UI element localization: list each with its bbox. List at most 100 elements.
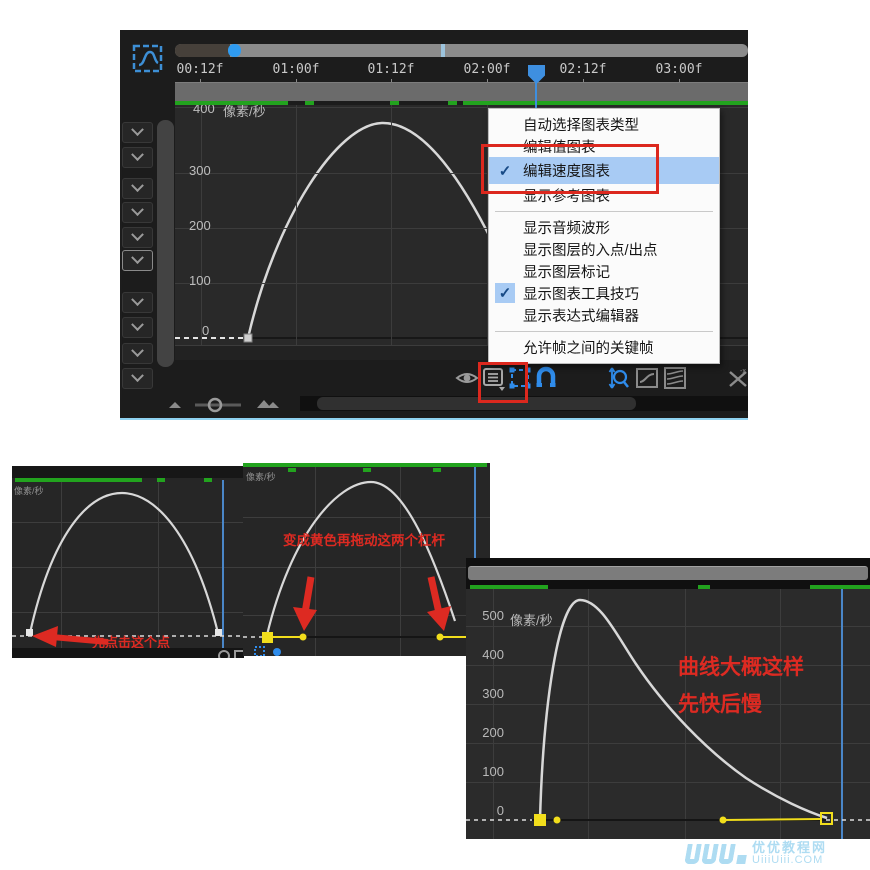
layer-expander-chevron[interactable]	[122, 292, 153, 313]
gridline	[175, 107, 748, 108]
graph-editor-icon[interactable]	[131, 41, 165, 75]
red-arrow-down-left	[293, 576, 317, 631]
gridline	[243, 517, 490, 518]
y-axis-unit: 像素/秒	[510, 613, 553, 628]
layer-expander-chevron[interactable]	[122, 343, 153, 364]
vertical-scrollbar[interactable]	[157, 120, 174, 367]
layer-expander-chevron[interactable]	[122, 122, 153, 143]
chevron-down-icon	[131, 148, 144, 162]
all-graphs-icon[interactable]	[663, 366, 687, 390]
time-label[interactable]: 02:00f	[463, 62, 511, 77]
horizontal-scrollbar-thumb[interactable]	[317, 397, 636, 410]
graph-editor-panel: 00:12f 01:00f 01:12f 02:00f 02:12f 03:00…	[120, 30, 750, 420]
time-label[interactable]: 02:12f	[559, 62, 607, 77]
zoom-slider-knob[interactable]	[207, 397, 223, 413]
layer-expander-chevron[interactable]	[122, 227, 153, 248]
eye-icon[interactable]	[455, 366, 479, 390]
navigator-band[interactable]	[468, 566, 868, 580]
transform-box-icon[interactable]	[508, 366, 532, 390]
y-axis-label: 0	[496, 803, 504, 818]
layer-expander-chevron[interactable]	[122, 317, 153, 338]
separate-dimensions-icon[interactable]: -x	[726, 366, 750, 390]
chevron-down-icon	[131, 293, 144, 307]
gridline	[400, 467, 401, 656]
menu-item-show-graph-tooltips[interactable]: ✓ 显示图表工具技巧	[489, 282, 719, 304]
green-segment	[305, 101, 314, 105]
y-axis-label: 500	[482, 608, 504, 623]
svg-text:-x: -x	[740, 368, 746, 375]
y-axis-unit: 像素/秒	[14, 486, 44, 496]
gridline	[493, 589, 494, 839]
y-axis-label: 100	[189, 273, 211, 288]
snap-magnet-icon[interactable]	[534, 366, 558, 390]
keyframe-marker-outline[interactable]	[820, 812, 833, 825]
menu-item-edit-value-graph[interactable]: 编辑值图表	[523, 139, 596, 156]
gridline	[466, 626, 870, 627]
menu-item-show-expression-editor[interactable]: 显示表达式编辑器	[523, 308, 639, 325]
layer-expander-chevron[interactable]	[122, 202, 153, 223]
bezier-handle[interactable]	[436, 633, 444, 641]
keyframe-marker-selected[interactable]	[534, 814, 546, 826]
menu-item-edit-speed-graph[interactable]: ✓ 编辑速度图表	[489, 157, 719, 184]
keyframe-marker[interactable]	[26, 629, 33, 636]
menu-item-allow-keyframes-between-frames[interactable]: 允许帧之间的关键帧	[523, 340, 654, 357]
navigator-band[interactable]	[175, 82, 748, 101]
graph-type-menu-icon[interactable]	[481, 366, 505, 391]
chevron-down-icon	[131, 228, 144, 242]
time-label[interactable]: 03:00f	[655, 62, 703, 77]
shot-footer-icons	[254, 646, 281, 656]
time-label[interactable]: 00:12f	[176, 62, 224, 77]
screenshot-step3: 500 像素/秒 400 300 200 100 0 曲线大概这样 先快后慢	[466, 558, 870, 839]
menu-item-show-audio-waveform[interactable]: 显示音频波形	[523, 220, 610, 237]
auto-zoom-graph-icon[interactable]	[607, 366, 631, 390]
keyframe-marker[interactable]	[243, 333, 253, 343]
horizontal-scrollbar[interactable]	[300, 396, 748, 411]
menu-item-auto-select-graph-type[interactable]: 自动选择图表类型	[523, 117, 639, 134]
playhead-marker[interactable]	[528, 65, 545, 84]
gridline	[243, 615, 490, 616]
gridline	[175, 228, 748, 229]
speed-graph-area[interactable]: 500 像素/秒 400 300 200 100 0 曲线大概这样 先快后慢	[466, 589, 870, 839]
keyframe-coverage-bar	[175, 101, 748, 105]
graph-zoom-slider[interactable]	[165, 395, 295, 413]
gridline	[487, 105, 488, 360]
chevron-down-icon	[131, 179, 144, 193]
time-label[interactable]: 01:12f	[367, 62, 415, 77]
annotation-text: 曲线大概这样	[678, 656, 804, 679]
chevron-down-icon	[131, 203, 144, 217]
bezier-handle[interactable]	[553, 816, 561, 824]
gridline	[175, 173, 748, 174]
gridline	[466, 782, 870, 783]
keyframe-marker-selected[interactable]	[262, 632, 273, 643]
graph-type-context-menu: 自动选择图表类型 编辑值图表 ✓ 编辑速度图表 显示参考图表 显示音频波形 显示…	[488, 108, 720, 364]
bezier-handle[interactable]	[719, 816, 727, 824]
work-area-bar[interactable]	[175, 44, 748, 57]
work-area-start-handle[interactable]	[228, 44, 241, 57]
layer-expander-chevron[interactable]	[122, 250, 153, 271]
gridline	[12, 567, 244, 568]
speed-curve	[246, 121, 511, 339]
gridline	[243, 567, 490, 568]
time-label[interactable]: 01:00f	[272, 62, 320, 77]
y-axis-label: 300	[482, 686, 504, 701]
layer-expander-chevron[interactable]	[122, 178, 153, 199]
bezier-handle[interactable]	[299, 633, 307, 641]
menu-item-show-layer-markers[interactable]: 显示图层标记	[523, 264, 610, 281]
gridline	[201, 105, 202, 360]
green-segment	[175, 101, 288, 105]
fit-selection-icon[interactable]	[635, 366, 659, 390]
gridline	[588, 589, 589, 839]
y-axis-label: 0	[202, 323, 210, 338]
speed-curve	[538, 598, 828, 821]
keyframe-marker[interactable]	[215, 629, 222, 636]
playhead-line	[841, 589, 843, 839]
gridline	[315, 467, 316, 656]
y-axis-label: 400	[193, 105, 215, 116]
layer-expander-chevron[interactable]	[122, 147, 153, 168]
playhead-line	[222, 480, 224, 658]
chevron-down-icon	[131, 344, 144, 358]
menu-item-show-layer-in-out[interactable]: 显示图层的入点/出点	[523, 242, 658, 259]
layer-expander-chevron[interactable]	[122, 368, 153, 389]
keyframe-coverage-bar	[243, 463, 490, 467]
panel-bottom-edge	[120, 418, 748, 420]
